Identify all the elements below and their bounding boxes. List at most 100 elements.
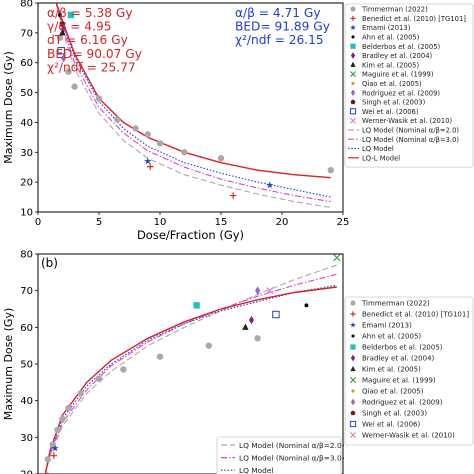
x-tick-label: 0 — [35, 217, 41, 228]
legend-marker-benedict-et-al-2010-tg101 — [350, 311, 356, 317]
point-belderbos-et-al-2005 — [193, 302, 200, 309]
legend-label: Emami (2013) — [362, 322, 412, 330]
legend-label: LQ Model (Nominal α/β=3.0) — [239, 453, 345, 462]
x-tick-label: 5 — [96, 217, 102, 228]
legend-label: Qiao et al. (2005) — [362, 388, 424, 396]
point-timmerman-2022 — [132, 125, 139, 132]
y-tick-label: 50 — [20, 88, 33, 99]
legend-marker-maguire-et-al-1999 — [350, 377, 356, 383]
y-tick-label: 60 — [20, 58, 33, 69]
y-tick-label: 50 — [20, 360, 33, 371]
point-werner-wasik-et-al-2010 — [266, 287, 274, 295]
legend-label: LQ Model — [362, 145, 394, 153]
legend-marker-kim-et-al-2005 — [350, 61, 356, 67]
point-timmerman-2022 — [144, 131, 151, 138]
y-tick-label: 10 — [20, 208, 33, 219]
point-timmerman-2022 — [327, 167, 334, 174]
legend-marker-qiao-et-al-2005 — [351, 389, 355, 393]
legend-label: Emami (2013) — [362, 24, 411, 32]
legend-label: Rodriguez et al. (2009) — [362, 399, 443, 407]
legend-label: Kim et al. (2005) — [362, 366, 421, 374]
y-tick-label: 20 — [20, 470, 33, 474]
legend-label: Werner-Wasik et al. (2010) — [362, 117, 453, 125]
legend-label: Qiao et al. (2005) — [362, 80, 422, 88]
y-tick-label: 80 — [20, 0, 33, 10]
legend-label: Wei et al. (2006) — [362, 421, 420, 429]
legend-label: Ahn et al. (2005) — [362, 34, 420, 42]
point-kim-et-al-2005 — [59, 29, 66, 36]
legend-marker-ahn-et-al-2005 — [351, 35, 355, 39]
chart-panel-2: 20 30 40 50 60 70 80 Maximum Dose (Gy) (b) Timmer… — [2, 250, 474, 474]
annotation-right: χ²/ndf = 26.15 — [235, 33, 324, 47]
legend-label: Singh et al. (2003) — [362, 99, 426, 107]
plot-frame — [37, 2, 344, 213]
legend-label: LQ Model — [239, 466, 273, 474]
data-points — [56, 11, 334, 199]
legend-label: LQ Model (Nominal α/β=2.0) — [362, 127, 459, 135]
legend-label: LQ Model (Nominal α/β=3.0) — [362, 136, 459, 144]
legend-label: Benedict et al. (2010) [TG101] — [362, 311, 469, 319]
y-tick-label: 70 — [20, 28, 33, 39]
legend-marker-emami-2013 — [350, 24, 356, 31]
point-benedict-et-al-2010-tg101 — [147, 163, 154, 170]
legend-label: Benedict et al. (2010) [TG101] — [362, 15, 466, 23]
legend-label: Bradley et al. (2004) — [362, 52, 433, 60]
legend-label: LQ-L Model — [362, 154, 400, 162]
legend-curves: LQ Model (Nominal α/β=2.0) LQ Model (Nomi… — [216, 436, 345, 474]
y-tick-label: 80 — [20, 250, 33, 261]
y-axis-label: Maximum Dose (Gy) — [2, 51, 15, 164]
annotation-left: χ²/ndf = 25.77 — [47, 60, 136, 74]
point-timmerman-2022 — [59, 415, 66, 423]
y-tick-label: 20 — [20, 178, 33, 189]
legend-marker-emami-2013 — [350, 321, 356, 328]
legend-marker-timmerman-2022 — [350, 300, 356, 306]
point-wei-et-al-2006 — [57, 47, 65, 55]
legend-marker-bradley-et-al-2004 — [350, 354, 356, 362]
point-emami-2013 — [266, 181, 274, 189]
annotation-left: γ/α = 4.95 — [47, 20, 111, 34]
x-axis-label: Dose/Fraction (Gy) — [137, 228, 244, 242]
curve-lq-model-nominal-3-0 — [55, 3, 331, 203]
point-timmerman-2022 — [49, 441, 56, 448]
legend-label: Singh et al. (2003) — [362, 410, 427, 418]
legend-marker-timmerman-2022 — [350, 6, 356, 12]
legend-curves-box — [216, 436, 342, 474]
legend-marker-bradley-et-al-2004 — [350, 52, 356, 59]
legend-marker-wei-et-al-2006 — [349, 420, 357, 428]
legend-label: Ahn et al. (2005) — [362, 333, 421, 341]
y-tick-label: 70 — [20, 286, 33, 297]
x-tick-label: 10 — [154, 217, 167, 228]
point-wei-et-al-2006 — [272, 310, 280, 319]
chart-panel-1: 10 20 30 40 50 60 70 80 0 5 10 15 20 25 Dose/Fraction … — [2, 0, 474, 242]
legend-label: Belderbos et al. (2005) — [362, 344, 443, 352]
legend-marker-benedict-et-al-2010-tg101 — [350, 15, 356, 21]
point-singh-et-al-2003 — [59, 20, 66, 27]
legend-marker-ahn-et-al-2005 — [351, 334, 355, 338]
annotation-left: dT = 6.16 Gy — [47, 33, 128, 47]
point-timmerman-2022 — [44, 456, 51, 463]
y-tick-label: 30 — [20, 433, 33, 444]
legend-marker-wei-et-al-2006 — [349, 108, 357, 115]
legend-marker-qiao-et-al-2005 — [351, 81, 355, 85]
panel-label: (b) — [41, 256, 58, 270]
x-tick-label: 20 — [276, 217, 289, 228]
point-ahn-et-al-2005 — [304, 303, 309, 308]
annotation-left: α/β = 5.38 Gy — [47, 6, 133, 20]
y-tick-label: 30 — [20, 148, 33, 159]
point-timmerman-2022 — [156, 140, 164, 147]
legend-label: Maguire et al. (1999) — [362, 377, 436, 385]
point-maguire-et-al-1999 — [333, 254, 341, 262]
point-timmerman-2022 — [65, 404, 72, 412]
y-tick-label: 40 — [20, 118, 33, 129]
point-timmerman-2022 — [254, 335, 261, 342]
legend-marker-werner-wasik-et-al-2010 — [350, 432, 356, 438]
legend-marker-belderbos-et-al-2005 — [350, 43, 356, 49]
point-benedict-et-al-2010-tg101 — [230, 192, 237, 199]
point-timmerman-2022 — [114, 116, 121, 123]
legend-marker-singh-et-al-2003 — [350, 410, 356, 416]
annotation-right: α/β = 4.71 Gy — [235, 6, 321, 20]
data-points — [44, 254, 341, 474]
y-tick-label: 40 — [20, 396, 33, 407]
curve-lq-model — [44, 284, 337, 474]
